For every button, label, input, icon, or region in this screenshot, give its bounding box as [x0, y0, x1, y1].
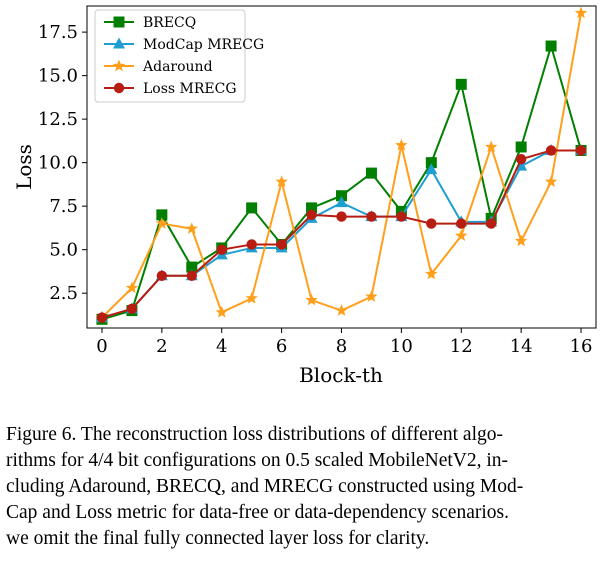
data-point — [245, 291, 258, 304]
data-point — [276, 239, 287, 250]
x-tick-label: 10 — [390, 336, 413, 357]
y-tick-label: 5.0 — [49, 240, 78, 261]
data-point — [396, 211, 407, 222]
data-point — [365, 290, 378, 302]
legend-entry: Loss MRECG — [104, 81, 237, 97]
caption-line: Figure 6. The reconstruction loss distri… — [6, 424, 503, 445]
data-point — [545, 40, 557, 52]
data-point — [185, 222, 198, 235]
legend-label: ModCap MRECG — [143, 37, 264, 53]
data-point — [575, 145, 587, 156]
legend-entry: ModCap MRECG — [104, 37, 264, 53]
series-triangle — [95, 143, 588, 323]
legend: BRECQ ModCap MRECG Adaround Loss MRECG — [94, 9, 264, 103]
figure-caption: Figure 6. The reconstruction loss distri… — [6, 422, 604, 552]
data-point — [455, 78, 467, 90]
data-point — [514, 234, 528, 247]
y-axis: 2.5 5.0 7.5 10.0 12.5 15.0 17.5 — [38, 22, 87, 304]
y-tick-label: 15.0 — [38, 66, 78, 87]
x-tick-label: 16 — [570, 336, 593, 357]
data-point — [455, 229, 468, 242]
series-layer — [95, 6, 588, 325]
series-star — [95, 6, 588, 323]
data-point — [216, 244, 227, 255]
data-point — [125, 281, 139, 294]
caption-line: rithms for 4/4 bit configurations on 0.5… — [6, 450, 509, 471]
data-point — [366, 211, 377, 222]
data-point — [96, 312, 108, 323]
line-chart: 0 2 4 6 8 10 12 14 16 2.55.07.510.012.515.017.5 … — [12, 5, 597, 387]
data-point — [306, 209, 317, 221]
data-point — [246, 239, 257, 250]
x-tick-label: 12 — [450, 336, 473, 357]
x-tick-label: 4 — [216, 336, 227, 357]
data-point — [335, 304, 348, 316]
caption-line: Cap and Loss metric for data-free or dat… — [6, 502, 509, 523]
x-tick-label: 2 — [156, 336, 167, 357]
data-point — [545, 145, 557, 156]
y-tick-label: 7.5 — [49, 196, 78, 217]
data-point — [365, 167, 377, 179]
data-point — [574, 6, 588, 19]
x-tick-label: 14 — [510, 336, 533, 357]
data-point — [155, 217, 169, 229]
data-point — [395, 138, 408, 151]
data-point — [126, 303, 138, 315]
data-point — [305, 293, 318, 306]
x-axis-label: Block-th — [299, 363, 383, 387]
data-point — [246, 202, 258, 214]
caption-line: cluding Adaround, BRECQ, and MRECG const… — [6, 476, 524, 497]
legend-entry: Adaround — [104, 59, 213, 75]
data-point — [336, 211, 347, 222]
caption-line: we omit the final fully connected layer … — [6, 528, 430, 549]
data-point — [486, 218, 497, 229]
x-tick-label: 0 — [96, 336, 107, 357]
legend-label: Adaround — [142, 59, 213, 75]
legend-marker — [113, 82, 125, 94]
data-point — [544, 175, 558, 188]
data-point — [215, 305, 228, 318]
x-axis: 0 2 4 6 8 10 12 14 16 — [96, 328, 592, 357]
legend-marker — [113, 16, 125, 28]
data-point — [425, 163, 438, 175]
legend-marker — [113, 37, 125, 49]
x-tick-label: 8 — [336, 336, 347, 357]
legend-box — [94, 9, 246, 103]
y-tick-label: 2.5 — [49, 283, 78, 304]
data-point — [156, 270, 168, 281]
series-circle — [96, 145, 587, 323]
data-point — [515, 141, 527, 153]
data-point — [425, 267, 438, 280]
data-point — [515, 153, 527, 165]
y-axis-label: Loss — [12, 144, 36, 190]
y-tick-label: 10.0 — [38, 153, 78, 174]
data-point — [186, 270, 197, 281]
data-point — [335, 196, 348, 208]
data-point — [456, 218, 467, 229]
legend-label: Loss MRECG — [143, 81, 237, 97]
data-point — [426, 218, 437, 229]
data-point — [485, 140, 498, 153]
legend-label: BRECQ — [143, 15, 196, 31]
x-tick-label: 6 — [276, 336, 287, 357]
legend-marker — [112, 59, 126, 72]
y-tick-label: 17.5 — [38, 22, 78, 43]
legend-entry: BRECQ — [104, 15, 196, 31]
y-tick-label: 12.5 — [38, 109, 78, 130]
data-point — [275, 175, 288, 188]
